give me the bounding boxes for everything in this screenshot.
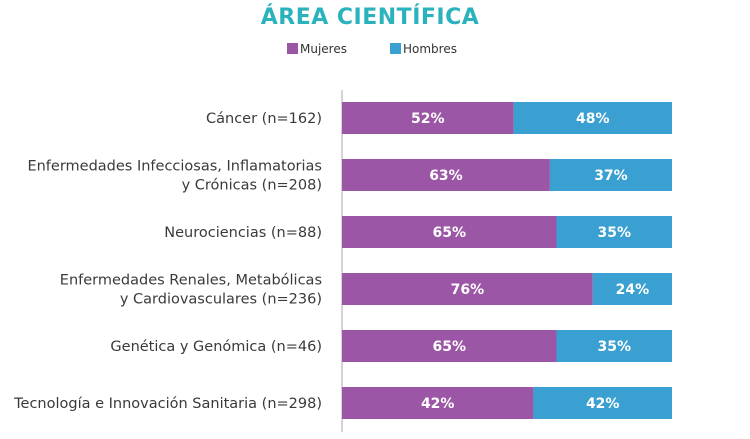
legend: Mujeres Hombres: [287, 42, 457, 56]
category-label-4: Genética y Genómica (n=46): [110, 339, 322, 355]
category-label-1: Enfermedades Infecciosas, Inflamatorias y…: [27, 159, 322, 194]
bars: 52% 48% 63% 37% 65% 35% 76% 24% 65% 35% 42% 42%: [342, 102, 672, 419]
bar-label-mujeres-2: 65%: [432, 225, 466, 241]
bar-label-hombres-3: 24%: [616, 282, 650, 298]
bar-hombres-3: [592, 273, 672, 305]
category-labels: Cáncer (n=162) Enfermedades Infecciosas, …: [13, 111, 322, 412]
bar-label-hombres-1: 37%: [594, 168, 628, 184]
bar-label-hombres-2: 35%: [597, 225, 631, 241]
category-label-3: Enfermedades Renales, Metabólicas y Cardi…: [60, 273, 322, 308]
legend-swatch-mujeres: [287, 43, 298, 54]
bar-label-mujeres-1: 63%: [429, 168, 463, 184]
bar-label-mujeres-3: 76%: [451, 282, 485, 298]
category-label-2: Neurociencias (n=88): [164, 225, 322, 241]
bar-label-hombres-4: 35%: [597, 339, 631, 355]
bar-hombres-2: [556, 216, 672, 248]
bar-mujeres-0: [342, 102, 514, 134]
legend-swatch-hombres: [390, 43, 401, 54]
category-label-5: Tecnología e Innovación Sanitaria (n=298…: [13, 396, 322, 412]
bar-label-hombres-0: 48%: [576, 111, 610, 127]
bar-mujeres-2: [342, 216, 557, 248]
bar-hombres-5: [533, 387, 672, 419]
bar-mujeres-1: [342, 159, 550, 191]
legend-item-hombres: Hombres: [390, 42, 457, 56]
bar-label-hombres-5: 42%: [586, 396, 620, 412]
bar-hombres-4: [556, 330, 672, 362]
bar-label-mujeres-0: 52%: [411, 111, 445, 127]
bar-label-mujeres-5: 42%: [421, 396, 455, 412]
bar-label-mujeres-4: 65%: [432, 339, 466, 355]
legend-label-hombres: Hombres: [403, 42, 457, 56]
category-label-0: Cáncer (n=162): [206, 111, 322, 127]
bar-mujeres-3: [342, 273, 593, 305]
chart-title: ÁREA CIENTÍFICA: [261, 4, 480, 30]
legend-label-mujeres: Mujeres: [300, 42, 347, 56]
bar-mujeres-5: [342, 387, 534, 419]
bar-mujeres-4: [342, 330, 557, 362]
bar-hombres-0: [513, 102, 672, 134]
legend-item-mujeres: Mujeres: [287, 42, 347, 56]
bar-hombres-1: [549, 159, 672, 191]
